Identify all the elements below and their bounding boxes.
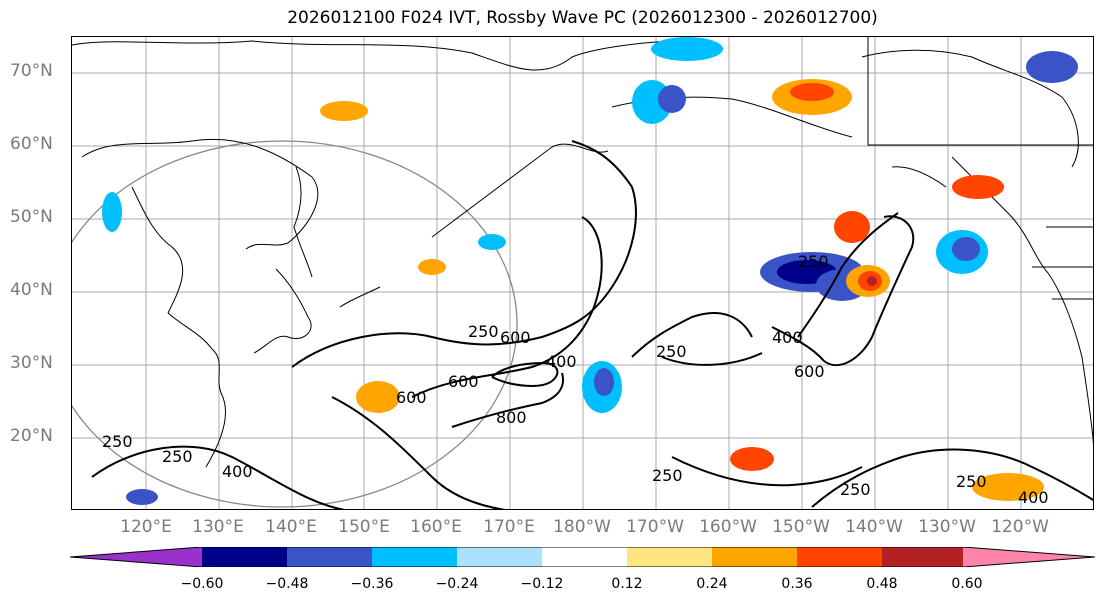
map-panel: 250 250 400 250 600 600 800 400 600 250 … [71,36,1094,510]
region-circle [72,140,518,508]
colorbar-tick: −0.24 [435,576,479,592]
contour-label: 600 [500,328,531,347]
map-canvas: 250 250 400 250 600 600 800 400 600 250 … [72,37,1093,509]
contour-label: 400 [772,328,803,347]
colorbar-segment [542,547,627,567]
colorbar-segment [627,547,712,567]
colorbar-segment [797,547,882,567]
lon-label-150w: 150°W [772,517,830,537]
colorbar-segment [712,547,797,567]
colorbar-segment [202,547,287,567]
lat-label-20n: 20°N [10,426,53,446]
colorbar-segment [372,547,457,567]
contour-label: 250 [652,466,683,485]
lon-label-120w: 120°W [991,517,1049,537]
colorbar-tick: −0.12 [520,576,564,592]
lat-label-70n: 70°N [10,61,53,81]
contour-label: 250 [468,322,499,341]
colorbar-tick: 0.24 [696,576,728,592]
contour-label: 800 [496,408,527,427]
lon-label-170w: 170°W [626,517,684,537]
colorbar-segment [882,547,967,567]
colorbar-tick: −0.36 [350,576,394,592]
lat-label-30n: 30°N [10,353,53,373]
colorbar-segment [287,547,372,567]
colorbar-tick: 0.60 [951,576,983,592]
contour-label: 400 [222,462,253,481]
map-title: 2026012100 F024 IVT, Rossby Wave PC (202… [287,8,878,28]
contour-label: 250 [840,480,871,499]
colorbar [70,547,1095,567]
contour-label: 600 [794,362,825,381]
contour-label: 250 [656,342,687,361]
colorbar-tick: −0.60 [180,576,224,592]
colorbar-tick: −0.48 [265,576,309,592]
contour-label: 250 [798,252,829,271]
contour-labels: 250 250 400 250 600 600 800 400 600 250 … [102,252,1049,507]
lon-label-170e: 170°E [483,517,535,537]
contour-label: 250 [956,472,987,491]
colorbar-tick: 0.12 [611,576,643,592]
ivt-anomaly-shading [102,37,1078,505]
lon-label-160w: 160°W [699,517,757,537]
lon-label-140w: 140°W [845,517,903,537]
colorbar-segment [70,547,202,567]
lon-label-180w: 180°W [553,517,611,537]
colorbar-segment [457,547,542,567]
ivt-contours [91,140,1093,509]
lon-label-120e: 120°E [120,517,172,537]
coastlines [72,37,1093,468]
contour-label: 600 [448,372,479,391]
lat-label-40n: 40°N [10,280,53,300]
contour-label: 400 [1018,488,1049,507]
graticule [72,37,1093,509]
lon-label-140e: 140°E [265,517,317,537]
contour-label: 250 [162,447,193,466]
lon-label-130w: 130°W [918,517,976,537]
lat-label-60n: 60°N [10,134,53,154]
lon-label-150e: 150°E [338,517,390,537]
colorbar-tick: 0.36 [781,576,813,592]
lon-label-130e: 130°E [192,517,244,537]
contour-label: 250 [102,432,133,451]
colorbar-tick: 0.48 [866,576,898,592]
lat-label-50n: 50°N [10,207,53,227]
colorbar-segment [963,547,1095,567]
contour-label: 400 [546,352,577,371]
lon-label-160e: 160°E [410,517,462,537]
contour-label: 600 [396,388,427,407]
